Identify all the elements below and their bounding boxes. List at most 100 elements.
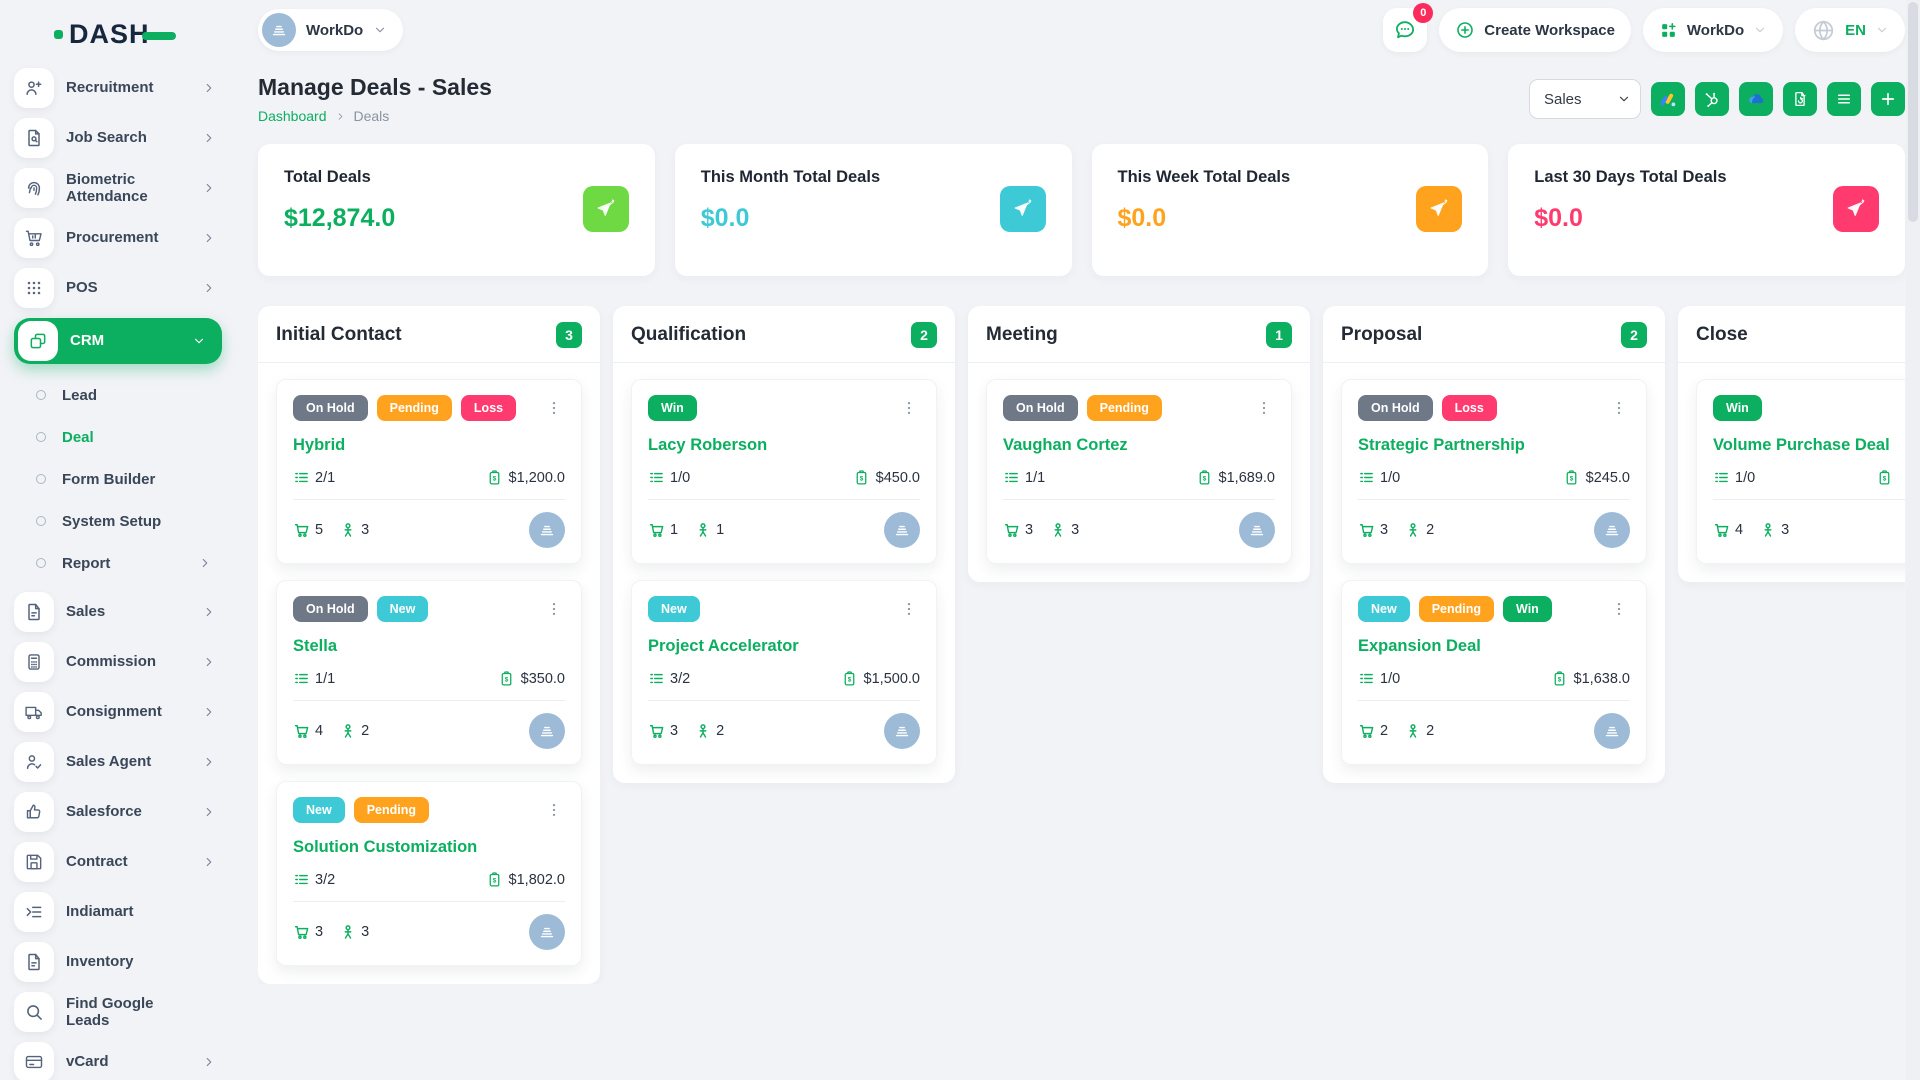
list-view-button[interactable] [1827,82,1861,116]
brand-logo[interactable]: DASH [54,14,232,54]
card-menu-button[interactable] [543,797,565,823]
deal-amount: $1,200.0 [508,469,565,486]
page-scrollbar[interactable] [1906,0,1920,1080]
sidebar-item-contract[interactable]: Contract [14,842,232,882]
workspace-avatar [262,13,296,47]
deal-card-stella[interactable]: On Hold New Stella 1/1 $350.0 4 2 [276,580,582,765]
assignee-avatar[interactable] [529,713,565,749]
bullet-icon [36,432,46,442]
assignee-avatar[interactable] [884,512,920,548]
sidebar-item-find-google-leads[interactable]: Find Google Leads [14,992,232,1032]
scrollbar-thumb[interactable] [1908,2,1918,222]
status-badge: New [1358,596,1410,622]
chevron-right-icon [202,231,216,245]
deal-card-project-accelerator[interactable]: New Project Accelerator 3/2 $1,500.0 3 2 [631,580,937,765]
sidebar-item-sales[interactable]: Sales [14,592,232,632]
rocket-icon [999,186,1046,232]
sidebar-item-biometric-attendance[interactable]: Biometric Attendance [14,168,232,208]
onedrive-button[interactable] [1739,82,1773,116]
sidebar-item-consignment[interactable]: Consignment [14,692,232,732]
deal-title-link[interactable]: Strategic Partnership [1358,436,1525,454]
submenu-item-deal[interactable]: Deal [14,416,232,458]
deal-card-volume-purchase-deal[interactable]: Win Volume Purchase Deal 1/0 4 3 [1696,379,1905,564]
card-menu-button[interactable] [1608,596,1630,622]
submenu-item-label: Lead [62,386,98,404]
assignee-avatar[interactable] [1594,512,1630,548]
sidebar-item-commission[interactable]: Commission [14,642,232,682]
assignee-avatar[interactable] [1594,713,1630,749]
kebab-menu-icon [1610,399,1628,417]
sidebar-item-crm[interactable]: CRM [14,318,222,364]
users-count: 2 [361,723,370,739]
submenu-item-form-builder[interactable]: Form Builder [14,458,232,500]
language-selector[interactable]: EN [1795,8,1905,52]
deal-title-link[interactable]: Project Accelerator [648,637,799,655]
deal-title-link[interactable]: Vaughan Cortez [1003,436,1128,454]
stat-card-total-deals: Total Deals $12,874.0 [258,144,655,276]
breadcrumb-dashboard-link[interactable]: Dashboard [258,108,327,124]
deal-card-vaughan-cortez[interactable]: On Hold Pending Vaughan Cortez 1/1 $1,68… [986,379,1292,564]
submenu-item-lead[interactable]: Lead [14,374,232,416]
products-count: 3 [1025,522,1034,538]
google-ads-button[interactable] [1651,82,1685,116]
stat-card-last30-deals: Last 30 Days Total Deals $0.0 [1508,144,1905,276]
floppy-icon [14,842,54,882]
sidebar-item-indiamart[interactable]: Indiamart [14,892,232,932]
deal-card-hybrid[interactable]: On Hold Pending Loss Hybrid 2/1 $1,200.0… [276,379,582,564]
status-badge: Win [648,395,697,421]
assignee-avatar[interactable] [529,914,565,950]
chevron-down-icon [1875,23,1889,37]
sidebar-item-vcard[interactable]: vCard [14,1042,232,1080]
sidebar-item-salesforce[interactable]: Salesforce [14,792,232,832]
user-icon [1404,521,1422,539]
card-menu-button[interactable] [898,395,920,421]
messages-button[interactable]: 0 [1383,3,1434,52]
assignee-avatar[interactable] [1239,512,1275,548]
submenu-item-report[interactable]: Report [14,542,232,584]
sidebar-item-job-search[interactable]: Job Search [14,118,232,158]
export-button[interactable] [1783,82,1817,116]
card-menu-button[interactable] [543,395,565,421]
app-menu-button[interactable]: WorkDo [1642,8,1784,52]
card-menu-button[interactable] [543,596,565,622]
card-menu-button[interactable] [898,596,920,622]
deal-title-link[interactable]: Lacy Roberson [648,436,768,454]
card-menu-button[interactable] [1608,395,1630,421]
deal-card-lacy-roberson[interactable]: Win Lacy Roberson 1/0 $450.0 1 1 [631,379,937,564]
deal-title-link[interactable]: Hybrid [293,436,346,454]
create-workspace-label: Create Workspace [1484,21,1615,39]
deal-card-expansion-deal[interactable]: New Pending Win Expansion Deal 1/0 $1,63… [1341,580,1647,765]
stat-value: $12,874.0 [284,204,396,232]
sidebar-item-label: POS [66,279,98,297]
hubspot-button[interactable] [1695,82,1729,116]
deal-card-solution-customization[interactable]: New Pending Solution Customization 3/2 $… [276,781,582,966]
google-ads-icon [1659,90,1678,109]
submenu-item-system-setup[interactable]: System Setup [14,500,232,542]
bullet-icon [36,390,46,400]
stat-value: $0.0 [1117,204,1167,232]
app-menu-label: WorkDo [1686,21,1745,39]
sidebar-item-pos[interactable]: POS [14,268,232,308]
assignee-avatar[interactable] [529,512,565,548]
products-count: 1 [670,522,679,538]
add-deal-button[interactable] [1871,82,1905,116]
deal-title-link[interactable]: Volume Purchase Deal [1713,436,1890,454]
column-count-badge: 2 [1621,322,1647,348]
workspace-chip[interactable]: WorkDo [258,9,404,51]
pipeline-select[interactable]: Sales [1529,79,1641,119]
card-menu-button[interactable] [1253,395,1275,421]
deal-title-link[interactable]: Expansion Deal [1358,637,1481,655]
kanban-column-close: Close Win Volume Purchase Deal 1/0 [1678,306,1905,582]
sidebar-item-recruitment[interactable]: Recruitment [14,68,232,108]
tasks-count: 2/1 [315,469,336,486]
deal-title-link[interactable]: Stella [293,637,338,655]
deal-title-link[interactable]: Solution Customization [293,838,478,856]
deal-card-strategic-partnership[interactable]: On Hold Loss Strategic Partnership 1/0 $… [1341,379,1647,564]
users-count: 1 [716,522,725,538]
assignee-avatar[interactable] [884,713,920,749]
sidebar-item-procurement[interactable]: Procurement [14,218,232,258]
sidebar-item-sales-agent[interactable]: Sales Agent [14,742,232,782]
create-workspace-button[interactable]: Create Workspace [1439,8,1631,52]
sidebar-item-inventory[interactable]: Inventory [14,942,232,982]
top-header: WorkDo 0 Create Workspace WorkDo [258,0,1905,52]
